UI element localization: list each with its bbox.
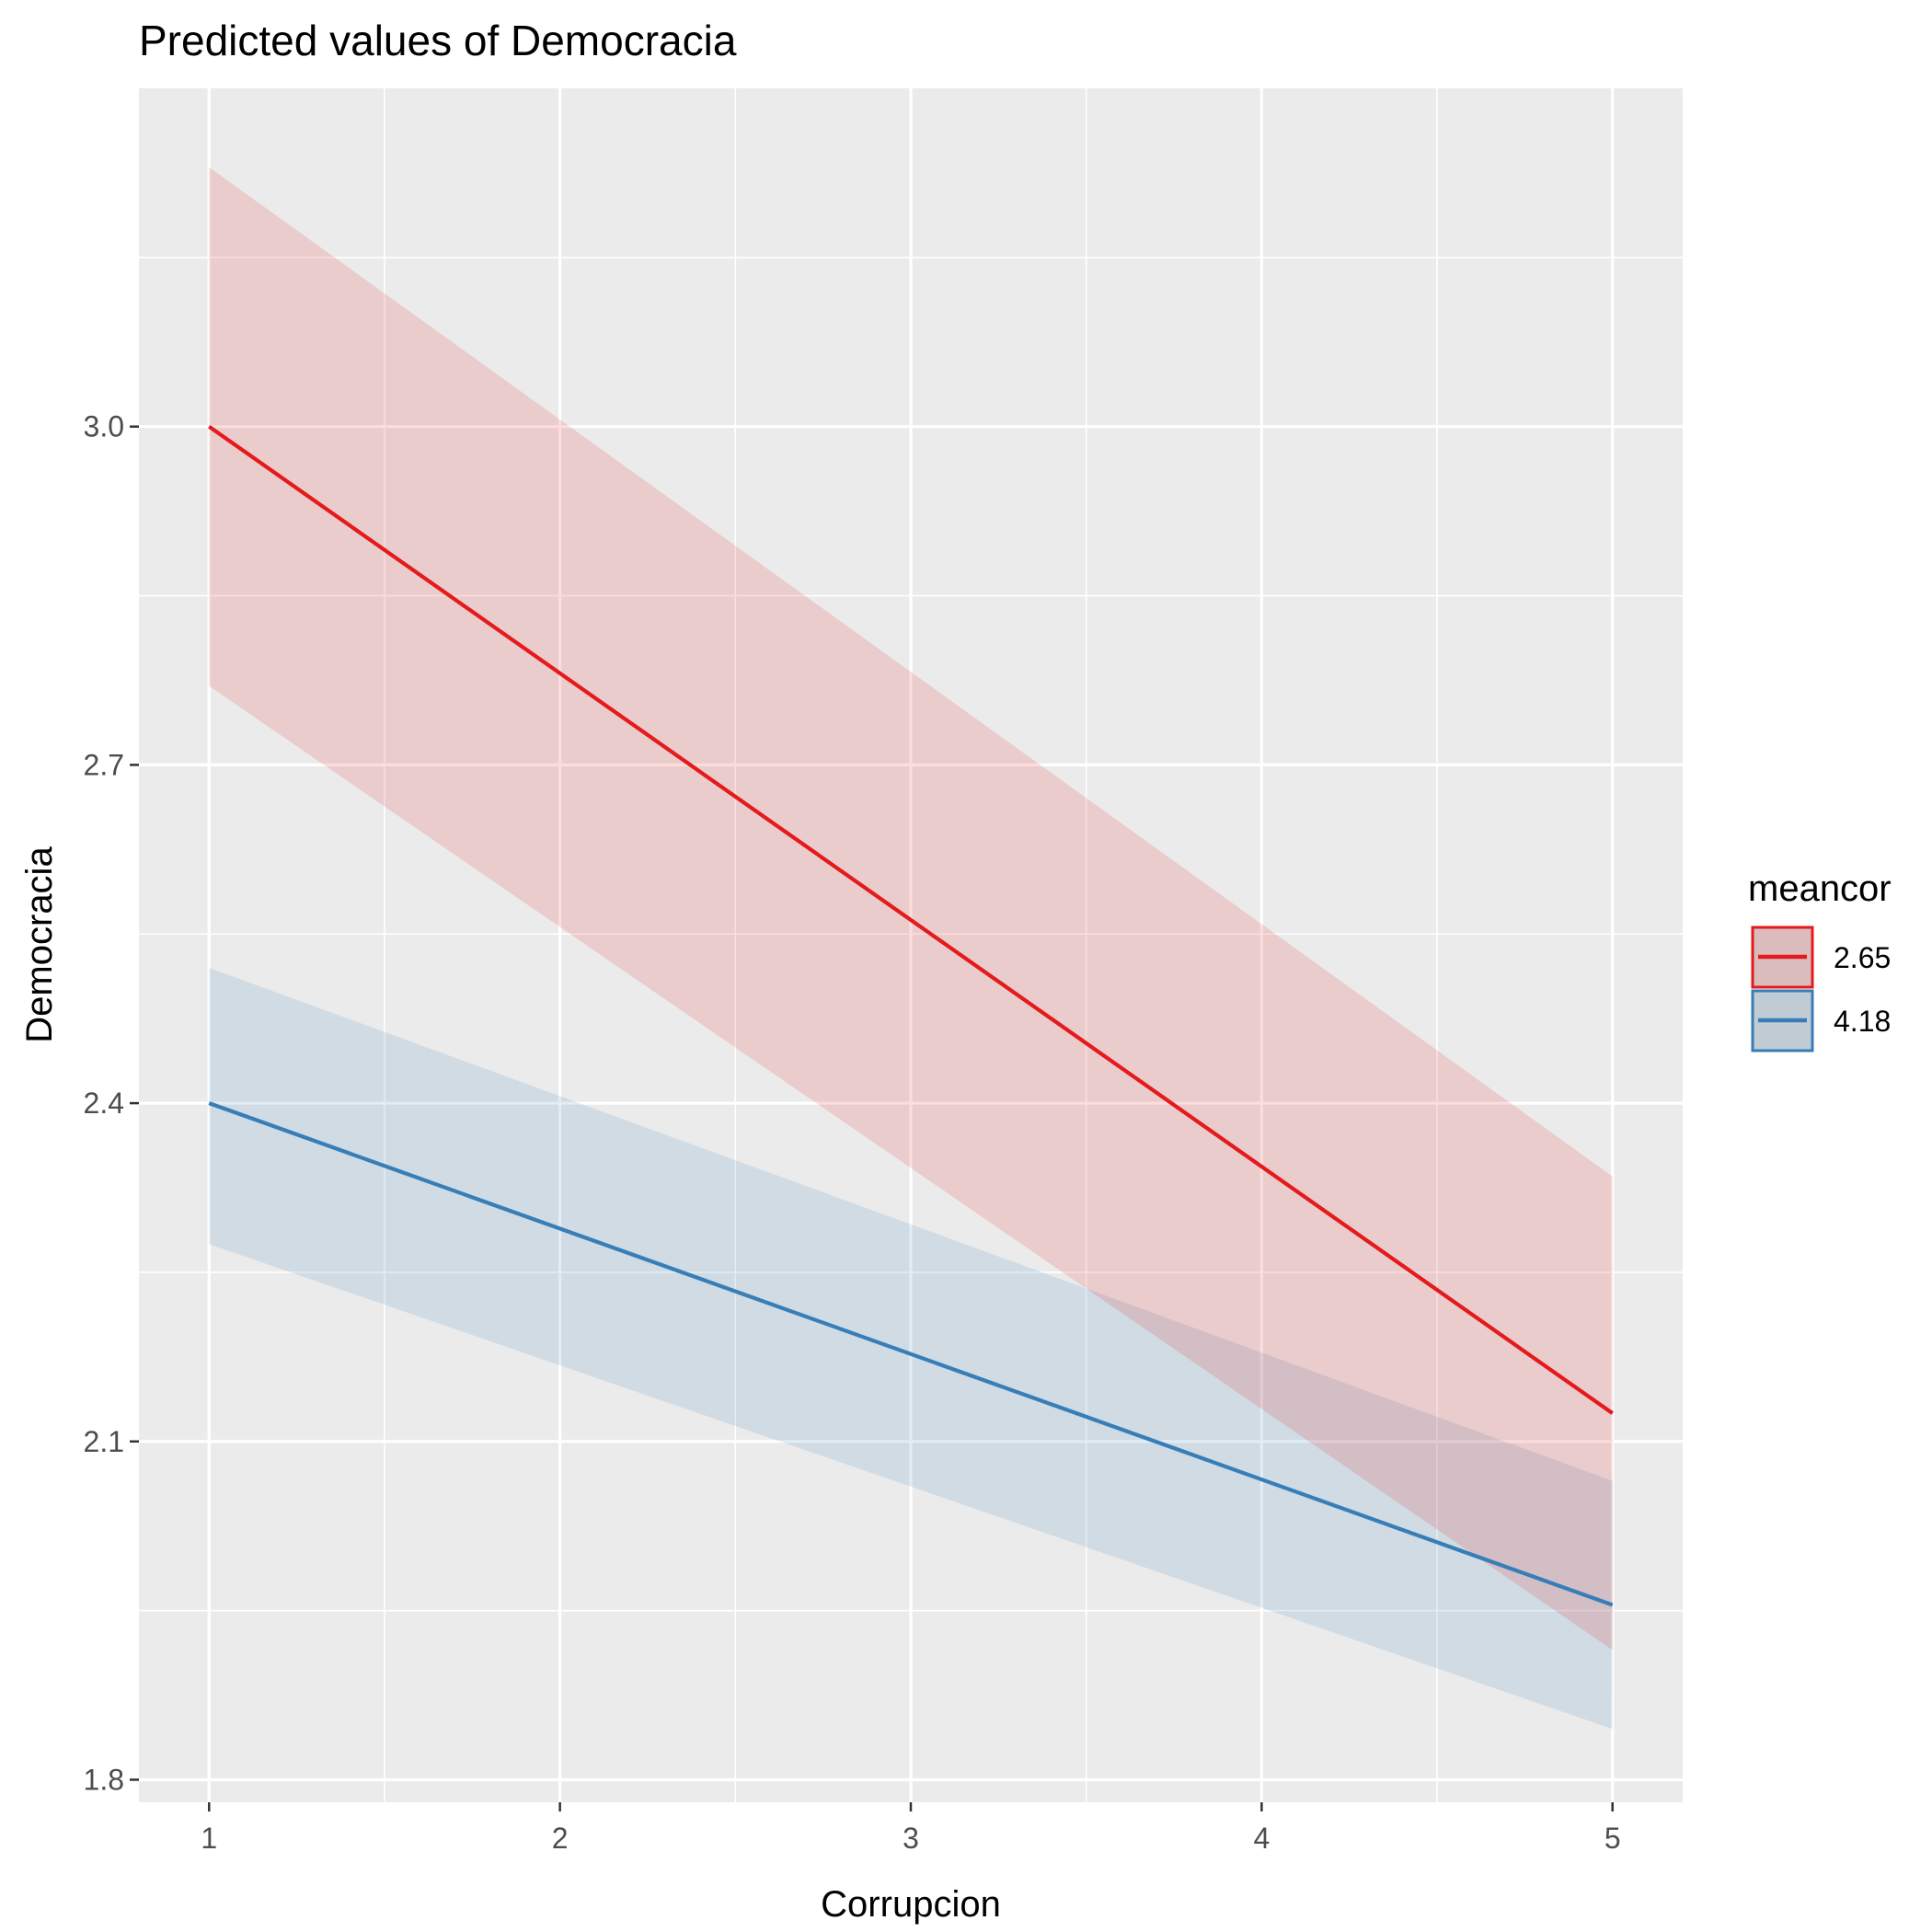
legend-label-4.18: 4.18: [1834, 1005, 1891, 1038]
x-axis: 1 2 3 4 5: [201, 1802, 1621, 1855]
x-tick-label: 5: [1604, 1822, 1621, 1855]
y-tick-label: 2.4: [84, 1087, 124, 1120]
major-gridlines: [139, 88, 1683, 1802]
legend-title: meancor: [1748, 868, 1892, 909]
y-tick-label: 1.8: [84, 1763, 124, 1796]
y-axis: 1.8 2.1 2.4 2.7 3.0: [84, 410, 139, 1796]
legend-item-4.18: 4.18: [1751, 989, 1891, 1052]
legend: meancor 2.65 4.18: [1748, 868, 1892, 1052]
x-tick-label: 3: [903, 1822, 919, 1855]
series-lines: [208, 424, 1614, 1607]
y-tick-label: 2.7: [84, 748, 124, 781]
x-tick-label: 1: [201, 1822, 217, 1855]
legend-items: 2.65 4.18: [1751, 926, 1891, 1052]
x-tick-label: 4: [1253, 1822, 1270, 1855]
y-tick-label: 3.0: [84, 410, 124, 443]
series-line-4.18: [208, 1101, 1614, 1607]
chart-title: Predicted values of Democracia: [139, 17, 737, 64]
y-tick-label: 2.1: [84, 1425, 124, 1458]
series-line-2.65: [208, 424, 1614, 1415]
x-axis-title: Corrupcion: [821, 1884, 1001, 1925]
confidence-band-4.18: [209, 968, 1613, 1730]
legend-label-2.65: 2.65: [1834, 941, 1891, 974]
confidence-ribbons: [209, 167, 1613, 1730]
confidence-band-2.65: [209, 167, 1613, 1650]
legend-item-2.65: 2.65: [1751, 926, 1891, 989]
x-tick-label: 2: [552, 1822, 569, 1855]
y-axis-title: Democracia: [19, 846, 60, 1043]
